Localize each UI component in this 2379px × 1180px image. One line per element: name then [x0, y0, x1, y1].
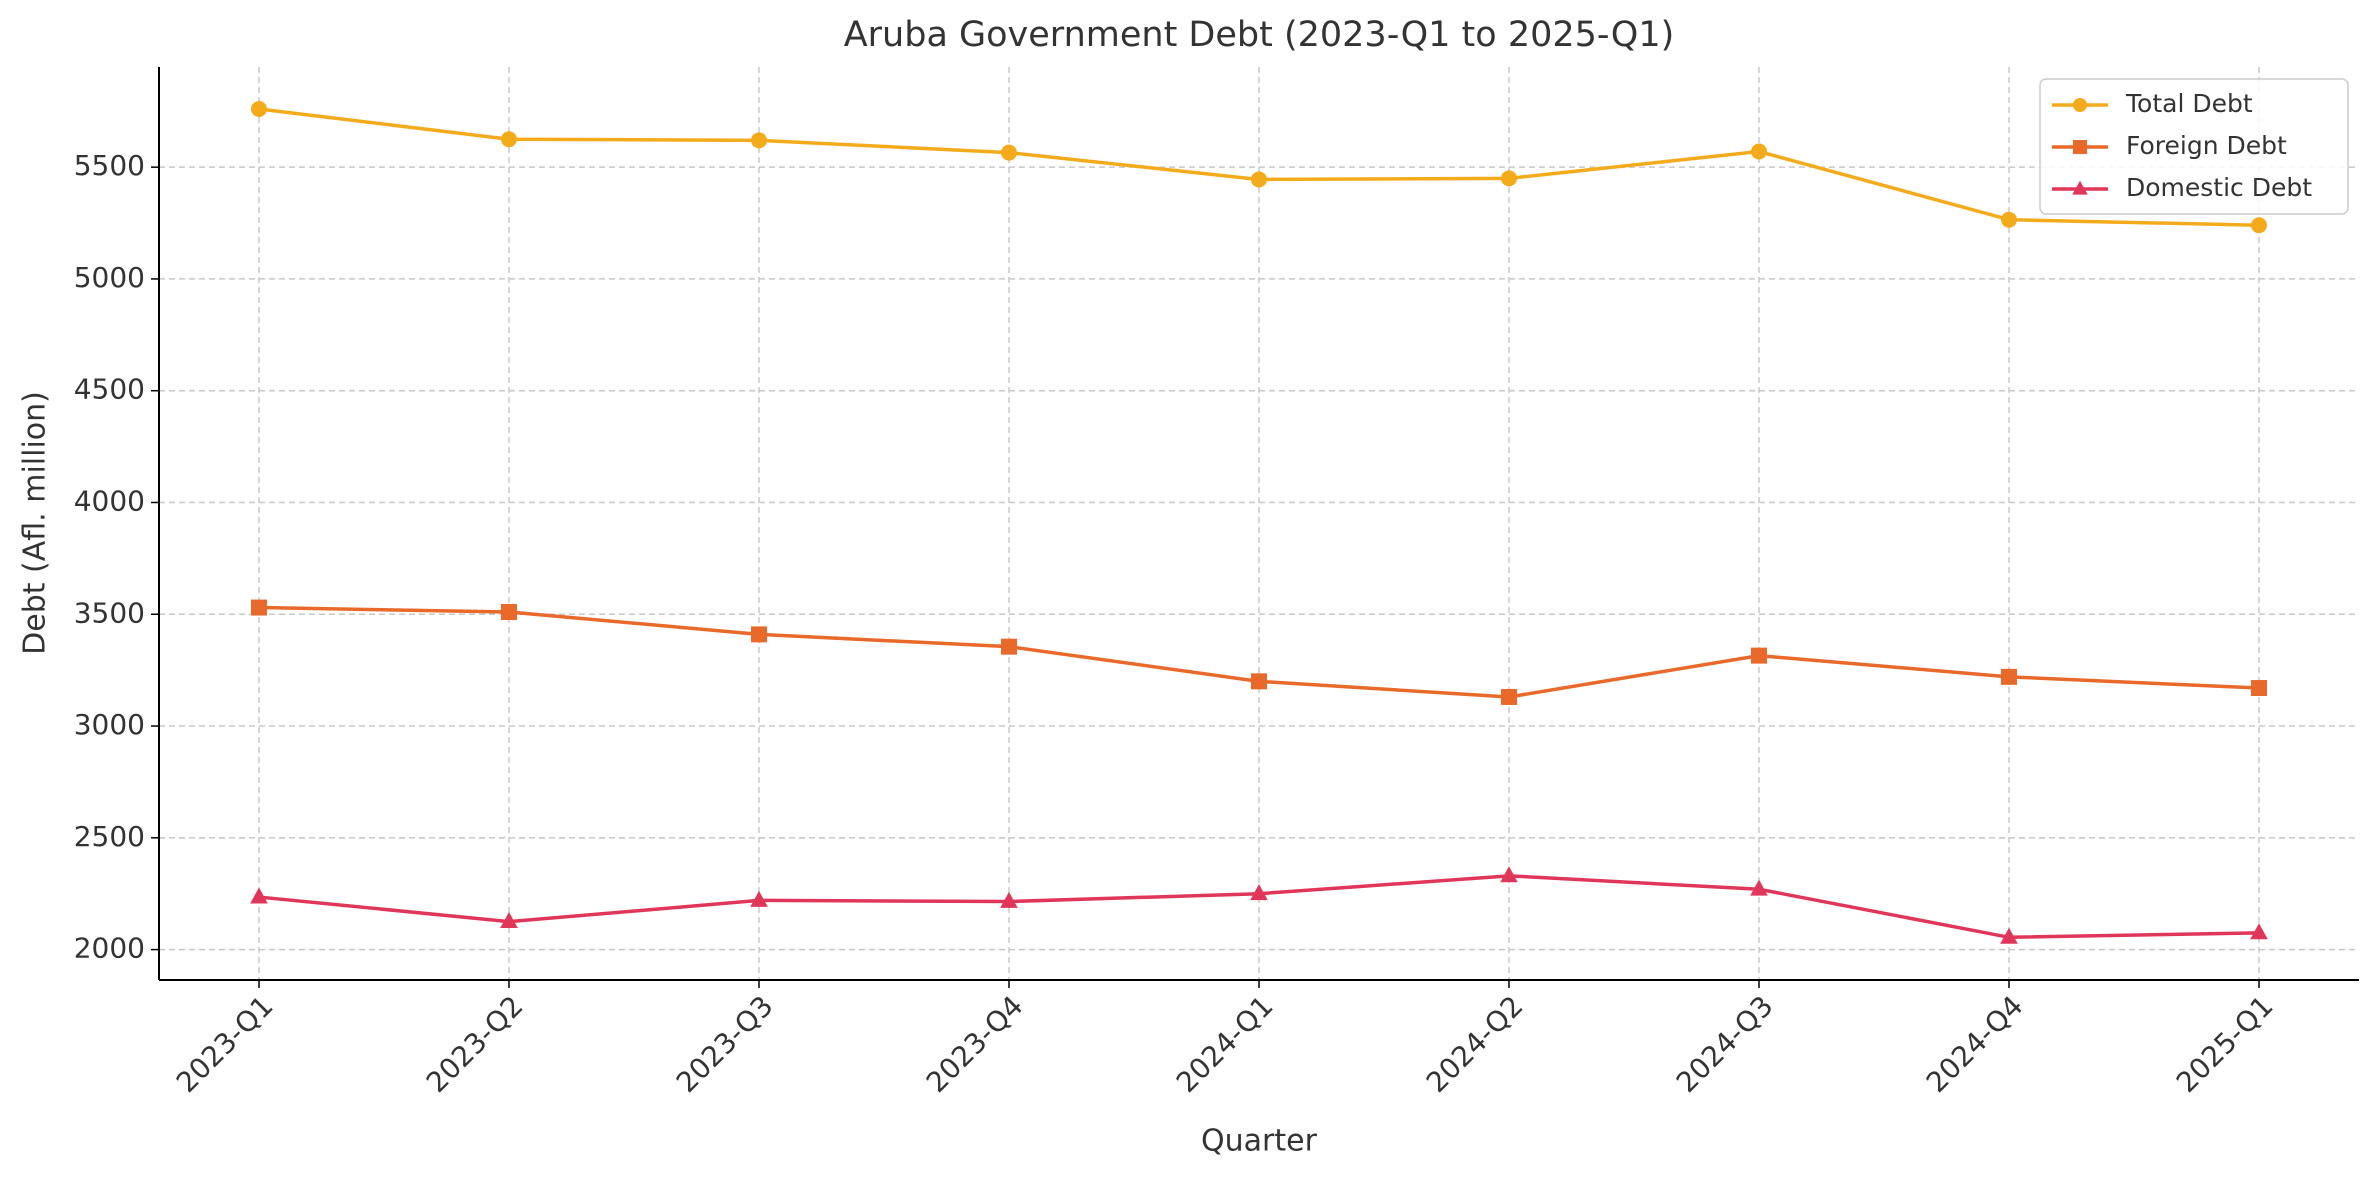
x-tick-label: 2024-Q2 — [1420, 989, 1530, 1099]
marker — [1751, 647, 1767, 664]
x-tick-label: 2024-Q4 — [1920, 989, 2030, 1099]
x-tick-label: 2025-Q1 — [2170, 989, 2280, 1099]
marker — [501, 131, 517, 148]
marker — [250, 887, 268, 904]
marker — [1751, 143, 1767, 160]
marker — [501, 604, 517, 621]
marker — [251, 599, 267, 616]
marker — [2251, 217, 2267, 234]
marker — [1500, 866, 1518, 883]
legend-label: Domestic Debt — [2126, 173, 2312, 202]
y-tick-label: 5500 — [74, 149, 145, 182]
x-tick-label: 2024-Q3 — [1670, 989, 1780, 1099]
y-tick-label: 3000 — [74, 708, 145, 741]
marker — [751, 626, 767, 643]
marker — [1251, 673, 1267, 690]
marker — [500, 912, 518, 929]
x-tick-label: 2024-Q1 — [1170, 989, 1280, 1099]
marker — [751, 132, 767, 149]
legend-label: Foreign Debt — [2126, 131, 2287, 160]
x-tick-label: 2023-Q3 — [670, 989, 780, 1099]
x-tick-label: 2023-Q2 — [420, 989, 530, 1099]
marker — [2072, 180, 2088, 195]
marker — [2073, 98, 2087, 112]
marker — [2250, 923, 2268, 940]
marker — [2000, 927, 2018, 944]
marker — [1501, 688, 1517, 705]
x-tick-label: 2023-Q1 — [170, 989, 280, 1099]
legend-label: Total Debt — [2125, 89, 2253, 118]
marker — [2001, 668, 2017, 685]
legend-box — [2039, 78, 2349, 215]
marker — [1501, 170, 1517, 187]
chart-title: Aruba Government Debt (2023-Q1 to 2025-Q… — [844, 15, 1675, 55]
marker — [2251, 680, 2267, 697]
marker — [251, 101, 267, 118]
marker — [1001, 144, 1017, 161]
marker — [1001, 638, 1017, 655]
marker — [1000, 891, 1018, 908]
marker — [1750, 879, 1768, 896]
marker — [2073, 140, 2087, 154]
marker — [2001, 211, 2017, 228]
y-tick-label: 2000 — [74, 932, 145, 965]
x-tick-label: 2023-Q4 — [920, 989, 1030, 1099]
marker — [1250, 884, 1268, 901]
y-tick-label: 4500 — [74, 373, 145, 406]
marker — [750, 890, 768, 907]
y-tick-label: 4000 — [74, 484, 145, 517]
marker — [1251, 171, 1267, 188]
y-tick-label: 2500 — [74, 820, 145, 853]
y-tick-label: 5000 — [74, 261, 145, 294]
x-axis-label: Quarter — [1201, 1124, 1318, 1159]
y-tick-label: 3500 — [74, 596, 145, 629]
y-axis-label: Debt (Afl. million) — [18, 391, 53, 655]
